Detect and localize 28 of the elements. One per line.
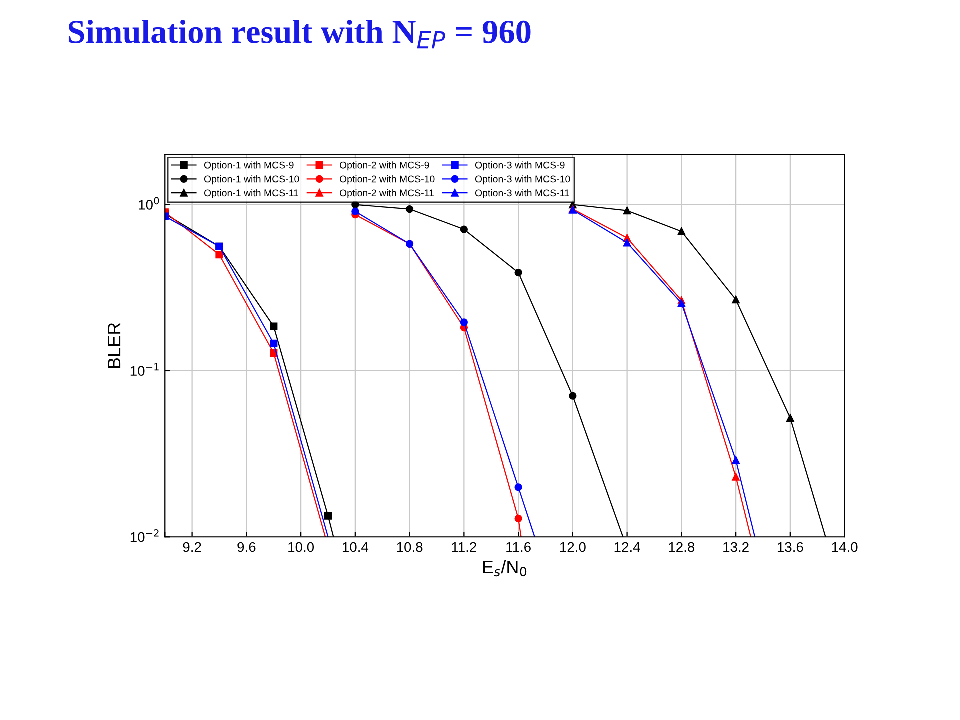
x-axis-title: E$_{s}$/N$_{0}$ <box>483 560 527 577</box>
chart-title: Simulation result with N$_{EP}$ = 960 <box>68 20 531 49</box>
legend-label: Option-2 with MCS-9 <box>340 162 430 171</box>
y-tick-label: 10$^{0}$ <box>139 197 160 210</box>
x-tick-label: 12.0 <box>560 542 586 552</box>
x-tick-label: 13.2 <box>724 542 749 552</box>
legend-label: Option-2 with MCS-11 <box>340 189 434 199</box>
x-tick-label: 11.6 <box>506 542 531 552</box>
legend-label: Option-1 with MCS-10 <box>204 176 300 185</box>
x-tick-label: 10.4 <box>342 542 369 552</box>
x-tick-label: 10.0 <box>288 542 314 552</box>
legend-label: Option-3 with MCS-11 <box>475 189 570 199</box>
x-tick-label: 12.4 <box>614 542 640 552</box>
x-tick-label: 9.6 <box>238 542 256 552</box>
x-tick-label: 14.0 <box>832 542 858 552</box>
y-tick-label: 10$^{−2}$ <box>130 530 159 542</box>
x-tick-label: 13.6 <box>778 542 804 552</box>
y-tick-label: 10$^{−1}$ <box>130 364 159 376</box>
legend-label: Option-3 with MCS-9 <box>475 162 565 171</box>
y-axis-title: BLER <box>108 323 121 368</box>
legend-label: Option-1 with MCS-11 <box>204 189 298 199</box>
x-tick-label: 12.8 <box>669 542 695 552</box>
x-tick-label: 11.2 <box>452 542 476 552</box>
legend-label: Option-2 with MCS-10 <box>340 176 435 185</box>
x-tick-label: 9.2 <box>183 542 202 552</box>
x-tick-label: 10.8 <box>397 542 423 552</box>
legend-label: Option-1 with MCS-9 <box>204 162 294 171</box>
legend-label: Option-3 with MCS-10 <box>475 176 570 185</box>
